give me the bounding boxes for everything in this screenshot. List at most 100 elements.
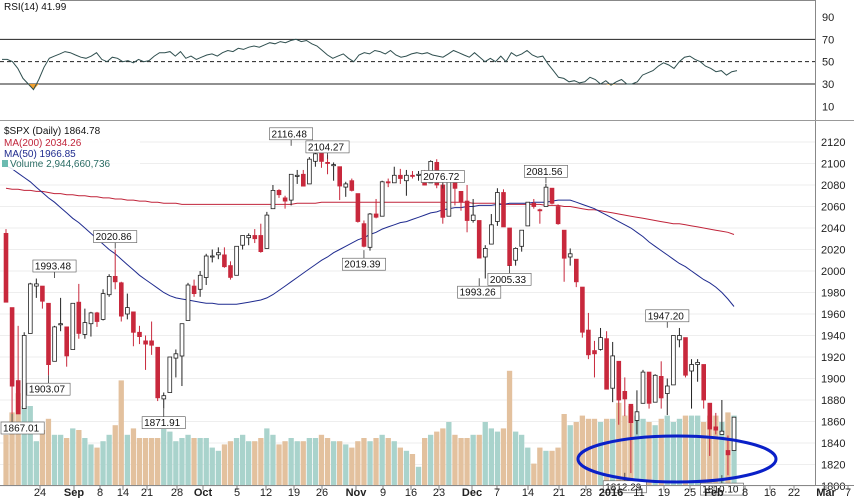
candle [561,229,567,282]
price-callout: 1810.10 [699,475,744,496]
x-tick-label: 26 [316,487,328,498]
callout-box [26,382,71,396]
candle-body [598,337,603,350]
volume-bar [537,447,543,486]
candle-body [252,235,258,240]
callout-label: 1867.01 [3,424,40,435]
candle-body [137,331,142,337]
candle [574,258,579,288]
legend-ma50: MA(50) 1966.85 [4,149,76,160]
candle [616,360,622,425]
candle [27,282,33,334]
rsi-y-tick: 90 [822,12,834,24]
volume-bar [688,415,695,486]
callout-box [602,480,647,494]
candle [100,289,106,321]
callout-label: 2019.39 [344,260,381,271]
rsi-title: RSI(14) 41.99 [4,2,67,13]
candle [531,198,537,209]
callout-label: 1812.29 [605,482,642,493]
rsi-y-tick: 10 [822,101,834,113]
candle-body [549,187,555,204]
x-tick-label: Feb [704,487,724,498]
candle [137,325,142,345]
volume-bar [573,422,579,486]
candle [203,253,209,285]
candle-body [40,285,45,302]
ma200-line [5,187,735,235]
volume-bar [470,434,476,486]
volume-bar [215,450,221,486]
candle [300,169,306,187]
candle-body [125,307,130,315]
volume-bar [118,380,124,486]
candle [9,307,15,414]
candle-body [149,340,154,346]
price-y-tick: 1960 [821,309,845,321]
callout-box [32,259,77,273]
callout-box [699,482,744,496]
candle-body [355,193,361,222]
price-y-tick: 1920 [821,352,845,364]
candle-body [646,371,652,404]
candle-body [191,285,197,295]
x-tick-label: 14 [117,487,129,498]
candle-body [707,402,713,430]
candle [410,171,415,179]
candle-body [264,214,270,249]
x-tick-label: 22 [788,487,800,498]
callout-box [523,165,568,178]
candle-body [258,235,264,253]
rsi-y-tick: 50 [822,57,834,69]
volume-bar [506,370,513,486]
candle-body [331,164,336,167]
candle [398,168,403,184]
callout-label: 1810.10 [702,485,739,496]
volume-bar [300,441,306,486]
price-callout: 1871.91 [141,408,186,429]
volume-bar [197,438,203,486]
volume-bar [58,434,64,486]
candle-body [458,190,464,203]
legend-volume: Volume 2,944,660,736 [10,159,111,170]
candle [40,285,45,309]
candle [489,214,494,245]
candle [501,189,506,228]
candle-body [713,426,719,431]
candle-body [525,201,531,227]
candle-body [470,214,476,221]
price-callout: 2076.72 [420,170,465,189]
volume-bar [203,438,209,486]
candle [519,229,524,252]
candle-body [9,307,15,387]
candle [276,189,282,198]
callout-box [93,230,138,243]
candle [349,178,355,192]
candle [64,326,70,367]
volume-bar [422,438,428,486]
volume-bar [409,454,416,486]
candle-body [398,174,403,179]
volume-bar [494,431,501,486]
volume-bar [179,438,185,486]
candle-body [567,253,573,258]
x-tick-label: 21 [141,487,153,498]
volume-bar [64,438,70,486]
volume-bar [597,422,604,486]
callout-box [0,421,45,435]
candle [228,261,233,280]
candle [82,308,88,339]
candle-body [410,174,415,177]
candle [652,374,658,403]
candle-body [592,350,597,355]
volume-bars [3,370,737,486]
candle [555,204,561,225]
callout-label: 1871.91 [144,418,181,429]
candle-body [88,312,94,325]
volume-bar [185,434,191,486]
candle [155,346,161,402]
candle-body [604,338,609,390]
candle-body [385,181,391,184]
volume-bar [233,438,240,486]
